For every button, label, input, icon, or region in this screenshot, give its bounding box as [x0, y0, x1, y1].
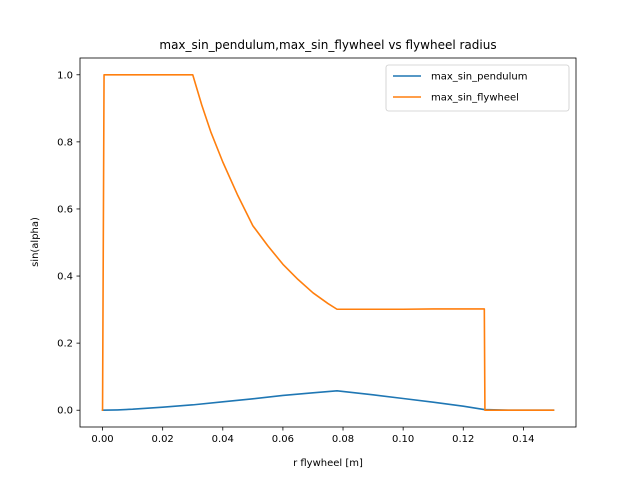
y-tick-label: 0.4 [57, 272, 73, 283]
plot-frame [79, 57, 577, 428]
x-tick-label: 0.02 [152, 434, 174, 445]
y-tick-label: 1.0 [57, 70, 73, 81]
legend: max_sin_pendulum max_sin_flywheel [385, 64, 570, 112]
x-tick-label: 0.00 [91, 434, 113, 445]
series-line-max_sin_flywheel [101, 73, 555, 412]
plot-area [79, 57, 577, 428]
x-tick-label: 0.12 [452, 434, 474, 445]
series-line-max_sin_pendulum [101, 389, 555, 412]
y-tick-label: 0.8 [57, 137, 73, 148]
x-tick-label: 0.06 [272, 434, 294, 445]
legend-label-max_sin_pendulum: max_sin_pendulum [431, 72, 528, 83]
y-tick-label: 0.6 [57, 204, 73, 215]
x-tick-label: 0.04 [212, 434, 234, 445]
chart-title: max_sin_pendulum,max_sin_flywheel vs fly… [159, 38, 496, 52]
y-tick-label: 0.2 [57, 339, 73, 350]
legend-label-max_sin_flywheel: max_sin_flywheel [431, 93, 519, 104]
y-axis-label: sin(alpha) [30, 217, 41, 267]
y-tick-label: 0.0 [57, 406, 73, 417]
x-tick-label: 0.08 [332, 434, 354, 445]
x-tick-label: 0.14 [512, 434, 534, 445]
x-tick-label: 0.10 [392, 434, 414, 445]
y-axis-ticks: 0.0 0.2 0.4 0.6 0.8 1.0 [57, 70, 80, 417]
legend-box [385, 64, 570, 112]
x-axis-label: r flywheel [m] [293, 458, 363, 469]
x-axis-ticks: 0.00 0.02 0.04 0.06 0.08 0.10 0.12 0.14 [91, 427, 535, 445]
